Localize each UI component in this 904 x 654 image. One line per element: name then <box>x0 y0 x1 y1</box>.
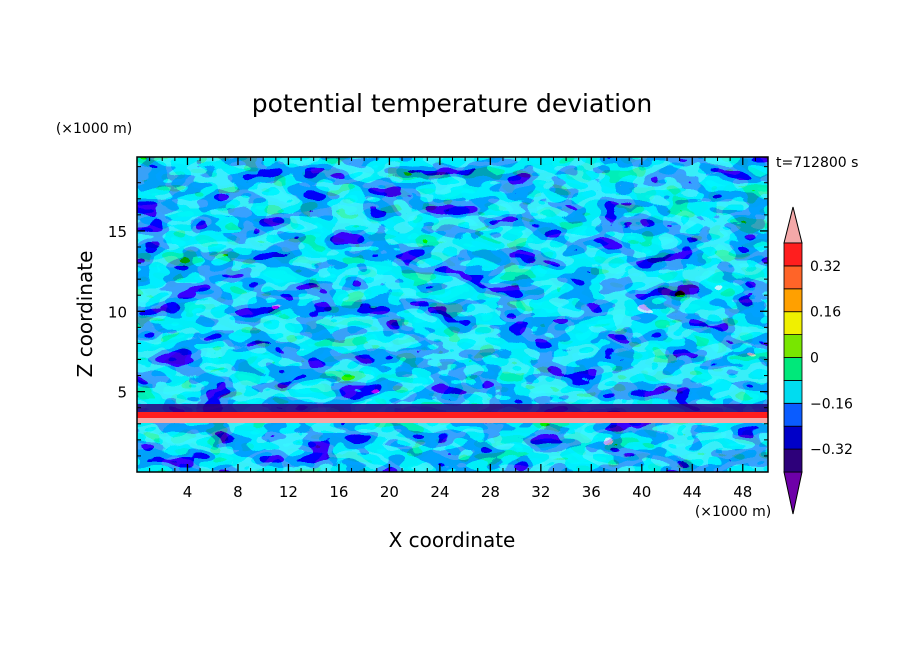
colorbar-extend-top <box>783 206 803 244</box>
colorbar-swatch <box>783 402 803 427</box>
x-tick-label: 48 <box>733 483 752 501</box>
colorbar-extend-bottom <box>783 471 803 515</box>
x-tick-label: 24 <box>430 483 449 501</box>
colorbar-swatch <box>783 448 803 473</box>
colorbar-label: 0.32 <box>810 259 841 275</box>
colorbar-swatch <box>783 288 803 313</box>
x-tick-label: 8 <box>233 483 243 501</box>
x-tick-label: 32 <box>531 483 550 501</box>
x-axis-title: X coordinate <box>389 528 516 552</box>
y-axis-title: Z coordinate <box>73 251 97 378</box>
colorbar-swatch <box>783 379 803 404</box>
heatmap-field <box>137 157 768 472</box>
x-tick-label: 44 <box>683 483 702 501</box>
colorbar-labels: 0.32 0.16 0 −0.16 −0.32 <box>810 259 853 458</box>
x-tick-label: 12 <box>279 483 298 501</box>
x-tick-label: 40 <box>632 483 651 501</box>
y-tick-label: 15 <box>108 223 127 241</box>
x-unit-label: (×1000 m) <box>695 504 771 520</box>
colorbar-label: −0.16 <box>810 396 853 412</box>
x-tick-label: 28 <box>481 483 500 501</box>
y-unit-label: (×1000 m) <box>56 121 132 137</box>
x-tick-label: 20 <box>380 483 399 501</box>
colorbar-label: −0.32 <box>810 442 853 458</box>
inversion-band-pink <box>137 418 768 423</box>
x-axis-ticks: 4 8 12 16 20 24 28 32 36 40 44 48 <box>149 157 756 501</box>
colorbar <box>783 206 803 515</box>
colorbar-swatch <box>783 357 803 381</box>
colorbar-label: 0 <box>810 351 819 367</box>
y-axis-ticks: 5 10 15 <box>108 166 768 457</box>
chart-title: potential temperature deviation <box>252 89 652 118</box>
inversion-band-dark <box>137 404 768 414</box>
time-label: t=712800 s <box>776 155 858 171</box>
colorbar-swatch <box>783 334 803 358</box>
colorbar-swatch <box>783 425 803 450</box>
y-tick-label: 10 <box>108 303 127 321</box>
colorbar-swatch <box>783 311 803 336</box>
x-tick-label: 36 <box>582 483 601 501</box>
y-tick-label: 5 <box>117 384 127 402</box>
colorbar-swatch <box>783 265 803 290</box>
colorbar-label: 0.16 <box>810 305 841 321</box>
inversion-band-warm <box>137 412 768 418</box>
x-tick-label: 16 <box>329 483 348 501</box>
colorbar-swatch <box>783 242 803 267</box>
x-tick-label: 4 <box>183 483 193 501</box>
